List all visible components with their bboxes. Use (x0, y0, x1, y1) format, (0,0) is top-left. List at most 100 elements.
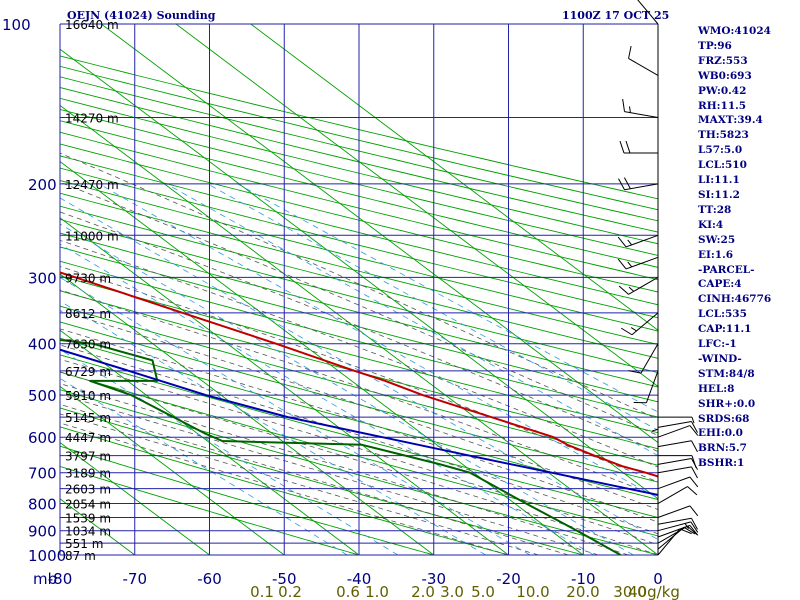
pressure-tick-label: 200 (28, 176, 57, 194)
pressure-tick-label: 300 (28, 269, 57, 287)
mixing-ratio-label: 20.0 (566, 583, 599, 600)
mixing-ratio-line (237, 183, 658, 413)
wind-barb (657, 457, 692, 465)
wind-barbs (617, 0, 699, 556)
index-item: SW:25 (698, 233, 736, 246)
index-item: L57:5.0 (698, 144, 743, 157)
mixing-ratio-line (60, 197, 658, 540)
dry-adiabats (60, 24, 658, 555)
isotherm (60, 217, 509, 555)
index-item: LI:11.1 (698, 174, 740, 187)
dry-adiabat (60, 305, 658, 466)
dry-adiabat (60, 87, 658, 233)
dry-adiabat (60, 108, 658, 256)
wind-barb-flag (691, 455, 697, 468)
index-item: -PARCEL- (698, 263, 755, 276)
wind-barb-flag (618, 178, 625, 190)
dry-adiabat (60, 260, 658, 418)
wind-barb (631, 312, 659, 336)
index-item: CAPE:4 (698, 278, 742, 291)
wind-barb (624, 111, 659, 118)
height-label: 7630 m (65, 338, 111, 352)
mixing-ratio-label: 3.0 (440, 583, 464, 600)
height-label: 14270 m (65, 112, 119, 126)
dry-adiabat (60, 290, 658, 450)
height-label: 12470 m (65, 178, 119, 192)
index-item: TT:28 (698, 203, 732, 216)
wind-barb (657, 505, 691, 518)
index-item: SI:11.2 (698, 188, 740, 201)
isotherm (60, 329, 360, 555)
pressure-tick-label: 100 (2, 16, 31, 34)
index-item: BSHR:1 (698, 457, 745, 470)
dry-adiabat (60, 131, 658, 281)
wind-barb (657, 525, 688, 544)
dry-adiabat (60, 321, 658, 483)
height-label: 551 m (65, 537, 103, 551)
height-label: 3797 m (65, 450, 111, 464)
wind-barb-flag (620, 327, 633, 336)
moist-adiabats (60, 152, 658, 555)
wind-barb-flag (691, 440, 698, 453)
index-item: LFC:-1 (698, 338, 737, 351)
dry-adiabat (60, 218, 658, 373)
wind-barb-flag (618, 285, 629, 295)
isotherm (60, 48, 658, 500)
wind-barb (657, 517, 692, 525)
sounding-time: 1100Z 17 OCT 25 (562, 9, 670, 22)
wind-barb-flag (622, 99, 626, 112)
height-label: 5145 m (65, 411, 111, 425)
mixing-ratio-label: 0.6 (336, 583, 360, 600)
grid-lines (59, 23, 659, 556)
moist-adiabat (60, 181, 658, 436)
wind-barb-flag (628, 45, 632, 59)
wind-barb-flag (691, 518, 698, 530)
moist-adiabat (60, 266, 658, 483)
wind-barb (657, 476, 691, 490)
wind-barb (625, 256, 659, 270)
wind-barb-flag (683, 526, 696, 535)
mixing-ratio-label: 40g/kg (628, 583, 680, 600)
wind-barb-flag (689, 505, 699, 517)
index-item: MAXT:39.4 (698, 114, 763, 127)
wind-barb-flag (617, 258, 627, 270)
mixing-ratio-label: 0.1 (250, 583, 274, 600)
index-item: CINH:46776 (698, 293, 772, 306)
dry-adiabat (60, 192, 658, 345)
wind-barb (657, 524, 691, 538)
mixing-ratio-line (166, 183, 658, 457)
height-label: 6729 m (65, 365, 111, 379)
index-item: SRDS:68 (698, 412, 750, 425)
index-item: -WIND- (698, 352, 742, 365)
dewpoint-trace (60, 339, 622, 555)
index-item: RH:11.5 (698, 99, 747, 112)
height-label: 4447 m (65, 431, 111, 445)
wind-barb (628, 58, 659, 76)
wind-barb-flag (691, 466, 698, 479)
wind-barb-flag (619, 140, 625, 154)
height-label: 8612 m (65, 307, 111, 321)
index-item: LCL:510 (698, 159, 747, 172)
wind-barb (637, 0, 659, 25)
wind-barb-flag (689, 476, 699, 488)
dry-adiabat (60, 180, 658, 332)
dry-adiabat (60, 143, 658, 293)
index-item: TH:5823 (698, 129, 749, 142)
wind-barb-flag (628, 370, 642, 374)
wind-barb-half (691, 416, 695, 424)
mixing-ratio-line (60, 223, 634, 555)
wind-barb-flag (623, 177, 631, 189)
height-label: 2054 m (65, 498, 111, 512)
dry-adiabat (60, 97, 658, 245)
height-label: 9730 m (65, 271, 111, 285)
height-label: 3189 m (65, 467, 111, 481)
sounding-traces (60, 271, 658, 555)
wind-barb-flag (690, 521, 699, 533)
height-label: 11000 m (65, 229, 119, 243)
index-item: KI:4 (698, 218, 724, 231)
dry-adiabat (60, 232, 658, 388)
isotherm (60, 161, 584, 555)
mixing-ratio-lines (60, 183, 658, 555)
mixing-ratio-label: 5.0 (471, 583, 495, 600)
mixing-ratio-label: 10.0 (516, 583, 549, 600)
